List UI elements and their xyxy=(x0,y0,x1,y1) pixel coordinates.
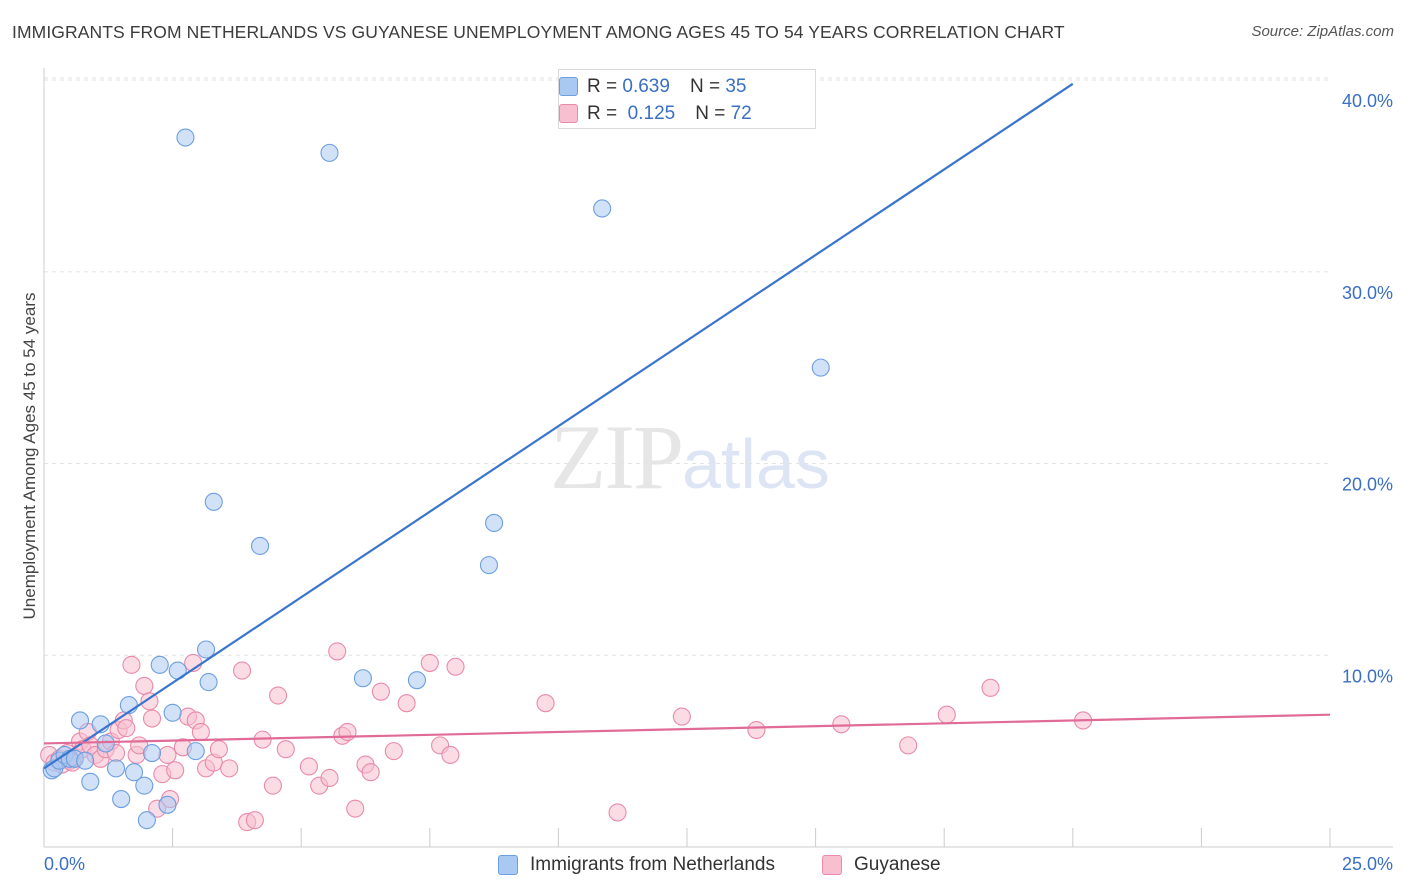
guyanese-point xyxy=(220,759,239,778)
guyanese-point xyxy=(832,715,851,734)
guyanese-point xyxy=(191,722,210,742)
y-tick-label: 10.0% xyxy=(1342,666,1393,686)
bottom-legend-label-guyanese: Guyanese xyxy=(854,854,941,875)
netherlands-point xyxy=(150,655,169,674)
netherlands-point xyxy=(158,795,177,814)
netherlands-point xyxy=(142,743,162,763)
r-label: R = xyxy=(587,103,618,124)
netherlands-point xyxy=(135,776,154,795)
netherlands-point xyxy=(186,742,205,761)
guyanese-point xyxy=(269,686,288,705)
r-label: R = xyxy=(587,76,618,97)
guyanese-point xyxy=(232,661,252,680)
y-axis-label: Unemployment Among Ages 45 to 54 years xyxy=(20,292,39,620)
netherlands-point xyxy=(196,640,216,659)
n-label: N = xyxy=(695,103,726,124)
watermark-zip: ZIP xyxy=(550,406,684,508)
guyanese-point xyxy=(122,655,141,674)
netherlands-point xyxy=(353,669,372,688)
guyanese-point xyxy=(608,803,627,822)
netherlands-point xyxy=(250,536,270,556)
guyanese-point xyxy=(142,709,162,728)
legend-swatch-guyanese xyxy=(559,104,578,123)
guyanese-point xyxy=(361,763,380,782)
guyanese-point xyxy=(158,745,177,765)
guyanese-point xyxy=(672,707,691,726)
n-value: 72 xyxy=(730,103,752,124)
guyanese-point xyxy=(263,776,282,795)
netherlands-point xyxy=(137,811,156,830)
netherlands-point xyxy=(593,199,612,218)
guyanese-point xyxy=(371,682,390,701)
netherlands-point xyxy=(81,772,100,791)
legend-row-netherlands: R = 0.639 N = 35 xyxy=(559,74,747,100)
legend-row-guyanese: R = 0.125 N = 72 xyxy=(559,101,752,127)
grid-layer xyxy=(44,77,1330,656)
guyanese-point xyxy=(420,653,439,672)
n-value: 35 xyxy=(725,76,747,97)
netherlands-point xyxy=(204,492,223,511)
guyanese-point xyxy=(397,694,416,713)
netherlands-point xyxy=(76,751,95,770)
guyanese-point xyxy=(328,642,347,661)
netherlands-points xyxy=(42,128,830,830)
x-tick-label-max: 25.0% xyxy=(1342,854,1393,874)
netherlands-point xyxy=(106,759,126,778)
n-label: N = xyxy=(689,76,721,97)
guyanese-point xyxy=(346,799,365,818)
netherlands-point xyxy=(199,673,218,692)
bottom-legend-swatch-guyanese xyxy=(822,855,842,875)
guyanese-point xyxy=(441,745,460,765)
guyanese-point xyxy=(937,705,956,724)
r-value: 0.125 xyxy=(627,103,676,124)
correlation-legend: R = 0.639 N = 35 R = 0.125 N = 72 xyxy=(558,69,816,129)
guyanese-point xyxy=(299,757,318,776)
trendline-layer xyxy=(43,82,1331,770)
netherlands-point xyxy=(70,711,90,730)
x-tick-label-min: 0.0% xyxy=(44,854,85,874)
guyanese-point xyxy=(899,736,918,755)
bottom-legend-swatch-netherlands xyxy=(498,855,518,875)
guyanese-point xyxy=(140,692,159,711)
r-value: 0.639 xyxy=(622,76,670,97)
netherlands-point xyxy=(479,556,499,575)
netherlands-point xyxy=(176,128,195,147)
netherlands-trendline xyxy=(43,82,1074,770)
guyanese-trendline xyxy=(43,713,1331,745)
bottom-legend-guyanese: Guyanese xyxy=(822,852,941,878)
y-tick-label: 30.0% xyxy=(1342,283,1393,303)
netherlands-point xyxy=(485,513,504,532)
guyanese-point xyxy=(245,811,264,830)
guyanese-point xyxy=(747,720,766,740)
guyanese-point xyxy=(135,676,154,695)
netherlands-point xyxy=(112,790,131,809)
netherlands-point xyxy=(124,763,144,782)
guyanese-point xyxy=(384,742,403,761)
y-tick-label: 40.0% xyxy=(1342,91,1393,111)
netherlands-point xyxy=(163,703,182,722)
netherlands-point xyxy=(407,671,426,690)
source-label: Source: ZipAtlas.com xyxy=(1251,23,1394,40)
chart-title: IMMIGRANTS FROM NETHERLANDS VS GUYANESE … xyxy=(12,22,1065,42)
guyanese-point xyxy=(446,657,465,676)
guyanese-point xyxy=(320,768,339,788)
tick-label-layer: 10.0% 20.0% 30.0% 40.0% 0.0% 25.0% xyxy=(44,91,1393,874)
guyanese-point xyxy=(166,761,185,780)
axis-layer xyxy=(43,68,1393,848)
bottom-legend-netherlands: Immigrants from Netherlands xyxy=(498,852,775,878)
legend-swatch-netherlands xyxy=(559,77,578,96)
y-tick-label: 20.0% xyxy=(1342,475,1393,495)
guyanese-point xyxy=(536,694,555,713)
guyanese-point xyxy=(117,719,136,738)
bottom-legend-label-netherlands: Immigrants from Netherlands xyxy=(530,854,775,875)
netherlands-point xyxy=(320,143,339,162)
guyanese-point xyxy=(209,740,228,759)
netherlands-point xyxy=(811,358,830,377)
netherlands-point xyxy=(96,734,115,753)
guyanese-points xyxy=(40,642,1093,832)
guyanese-point xyxy=(981,678,1000,697)
guyanese-point xyxy=(276,740,295,759)
